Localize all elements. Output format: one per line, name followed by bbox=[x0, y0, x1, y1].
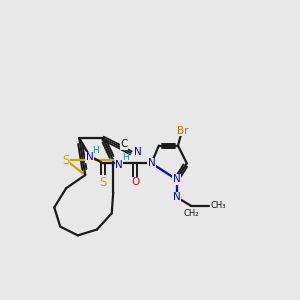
Text: N: N bbox=[172, 174, 180, 184]
Text: CH₂: CH₂ bbox=[184, 209, 199, 218]
Text: S: S bbox=[62, 154, 70, 167]
Text: H: H bbox=[122, 153, 128, 162]
Text: S: S bbox=[99, 176, 106, 189]
Text: N: N bbox=[148, 158, 155, 168]
Text: N: N bbox=[172, 192, 180, 202]
Text: C: C bbox=[121, 139, 128, 149]
Text: N: N bbox=[134, 147, 142, 158]
Text: N: N bbox=[86, 152, 94, 162]
Text: N: N bbox=[115, 160, 123, 170]
Text: CH₃: CH₃ bbox=[210, 201, 226, 210]
Text: H: H bbox=[92, 146, 99, 155]
Text: O: O bbox=[131, 177, 140, 188]
Text: Br: Br bbox=[177, 126, 188, 136]
